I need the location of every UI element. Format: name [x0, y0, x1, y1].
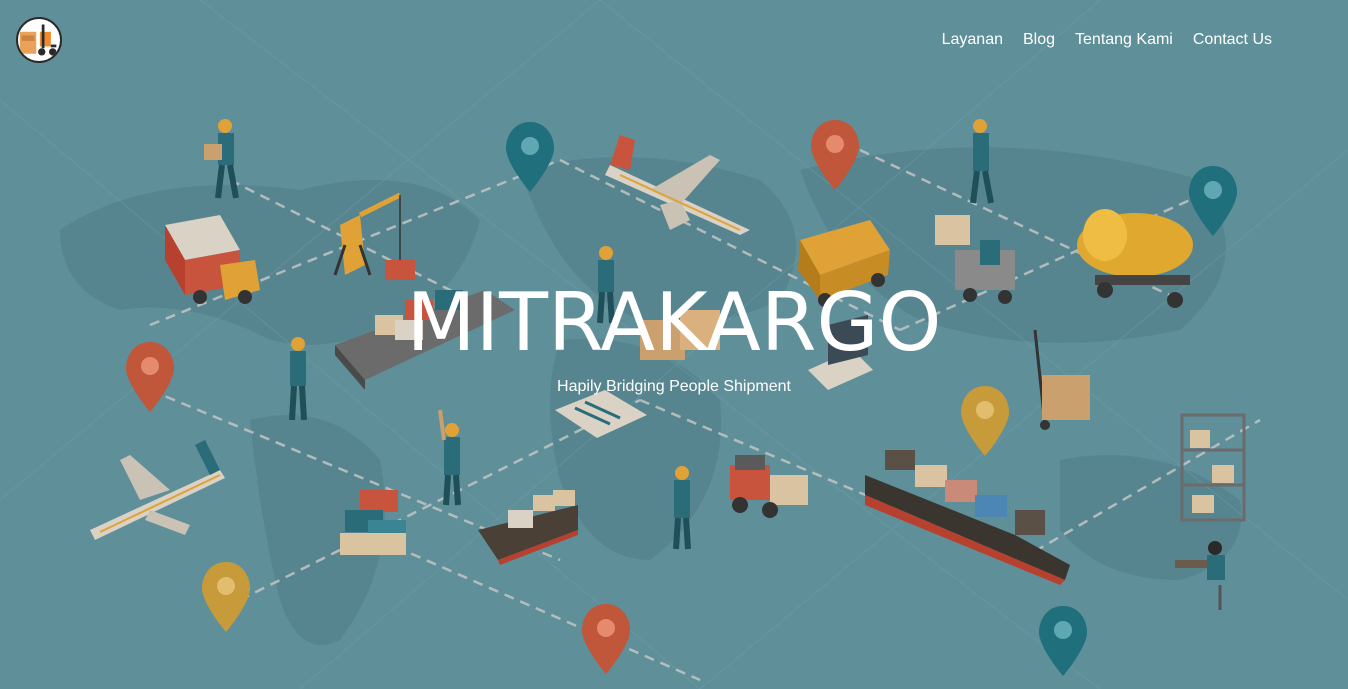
hero-subtitle: Hapily Bridging People Shipment: [557, 378, 791, 395]
cargo-ship-icon: [865, 450, 1070, 585]
airplane-icon: [90, 440, 225, 540]
laptop-icon: [808, 315, 873, 390]
location-pin-icon: [582, 604, 630, 674]
world-map-shape: [60, 147, 1242, 645]
location-pin-icon: [811, 120, 859, 190]
van-icon: [798, 220, 890, 307]
location-pin-icon: [506, 122, 554, 192]
location-pin-icon: [1039, 606, 1087, 676]
office-worker-desk-icon: [1175, 541, 1225, 610]
cargo-ship-icon: [335, 290, 515, 390]
location-pin-icon: [1189, 166, 1237, 236]
forklift-logo-icon: [19, 24, 57, 56]
crane-icon: [333, 192, 415, 280]
warehouse-shelf-icon: [1180, 413, 1246, 522]
shipping-containers-icon: [340, 490, 406, 555]
hand-truck-crate-icon: [1033, 329, 1090, 430]
tanker-truck-icon: [1077, 209, 1193, 308]
clipboard-icon: [555, 390, 647, 438]
nav-item-tentang-kami[interactable]: Tentang Kami: [1075, 31, 1173, 48]
worker-figure-icon: [204, 119, 239, 199]
nav-item-layanan[interactable]: Layanan: [941, 31, 1003, 48]
forklift-icon: [935, 215, 1015, 304]
main-nav: Layanan Blog Tentang Kami Contact Us: [942, 31, 1272, 49]
ferry-ship-icon: [478, 490, 578, 565]
forklift-icon: [730, 455, 808, 518]
brand-logo[interactable]: [16, 17, 62, 63]
map-pins: [126, 120, 1237, 676]
nav-item-contact-us[interactable]: Contact Us: [1192, 31, 1272, 48]
location-pin-icon: [202, 562, 250, 632]
delivery-truck-icon: [165, 215, 260, 304]
nav-item-blog[interactable]: Blog: [1022, 31, 1056, 48]
airplane-icon: [605, 135, 750, 235]
worker-figure-icon: [673, 466, 691, 550]
worker-figure-icon: [597, 246, 615, 324]
wooden-crate-icon: [640, 310, 720, 360]
location-pin-icon: [126, 342, 174, 412]
worker-figure-icon: [289, 337, 307, 421]
worker-figure-icon: [970, 119, 994, 204]
location-pin-icon: [961, 386, 1009, 456]
worker-figure-icon: [438, 409, 461, 506]
hero-title: MITRAKARGO: [406, 276, 942, 369]
